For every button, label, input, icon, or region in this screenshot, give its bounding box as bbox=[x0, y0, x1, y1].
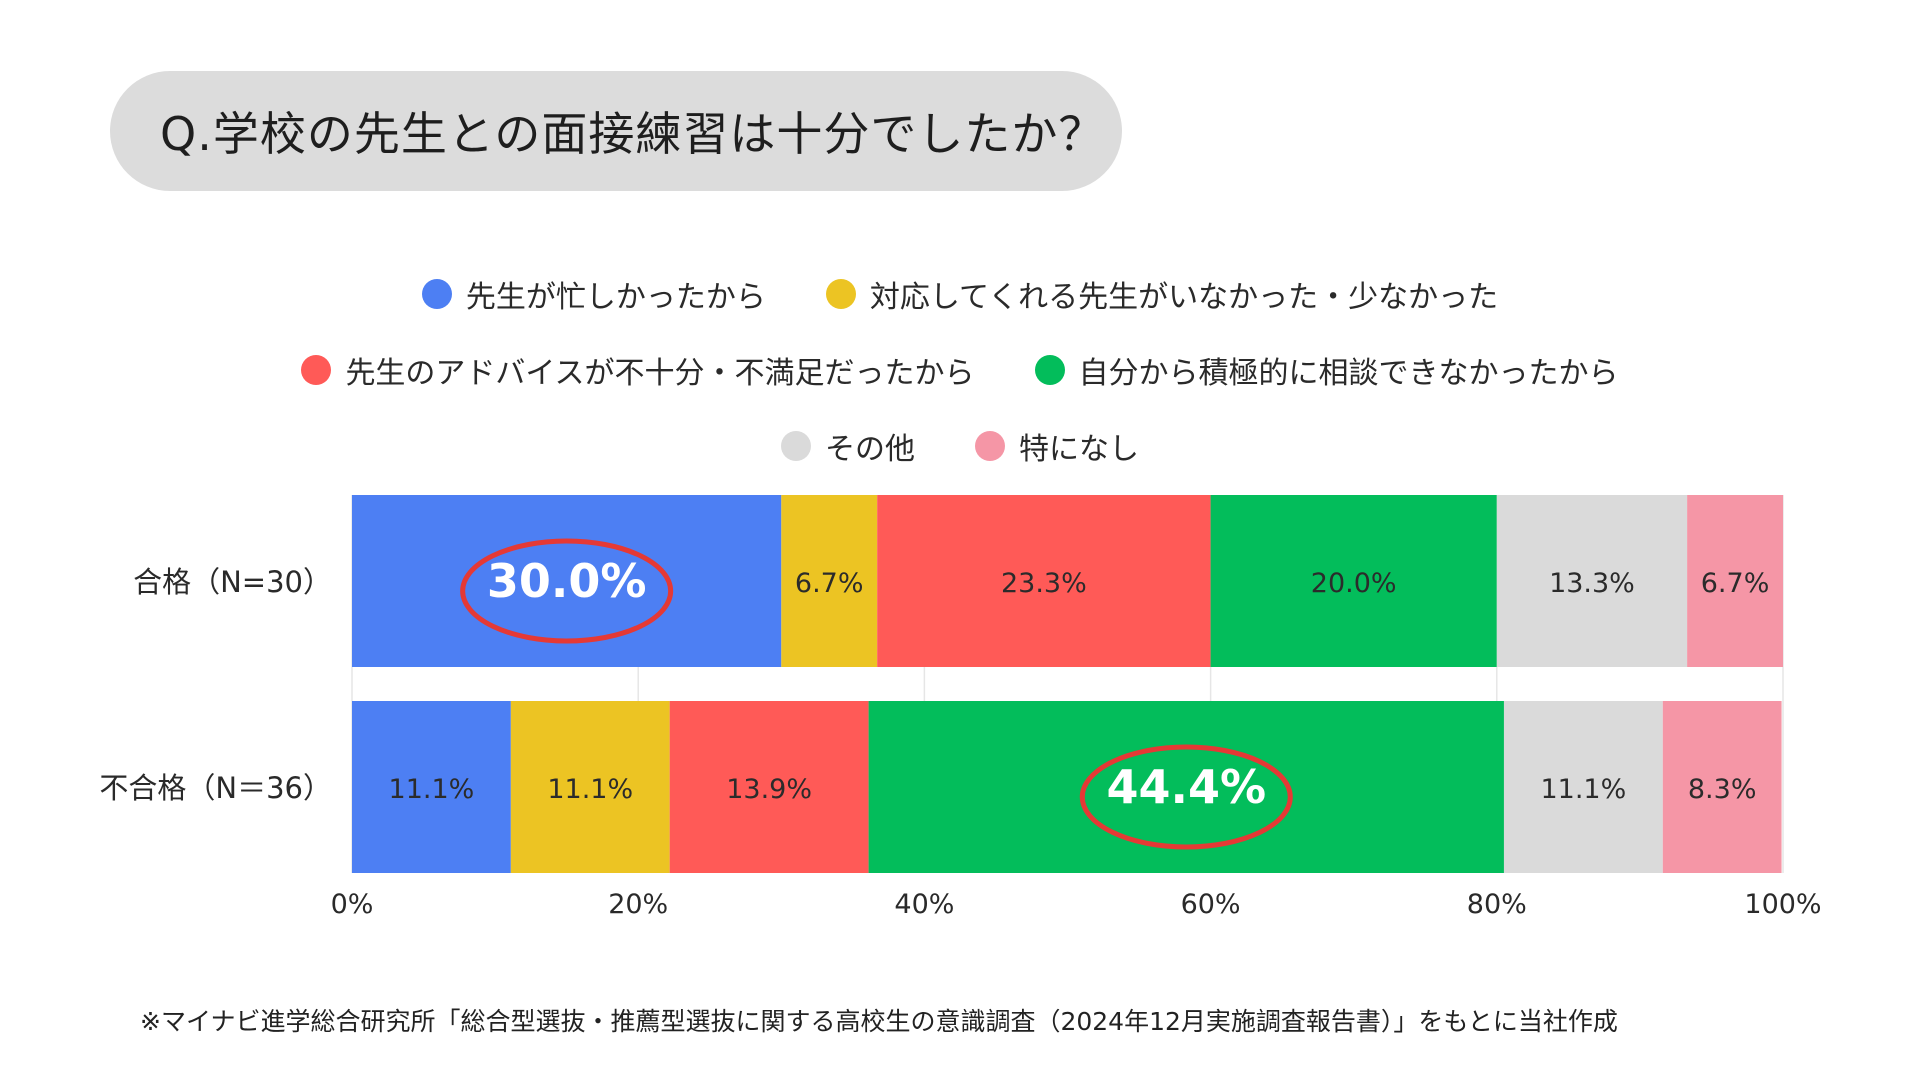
legend-item: 特になし bbox=[975, 424, 1139, 468]
bar-segment bbox=[1210, 495, 1497, 667]
data-label: 11.1% bbox=[547, 774, 633, 805]
data-label: 13.9% bbox=[726, 774, 812, 805]
bar-segment bbox=[781, 495, 878, 667]
category-label: 合格（N=30） bbox=[133, 565, 332, 599]
legend-label: 先生のアドバイスが不十分・不満足だったから bbox=[345, 356, 975, 391]
x-tick-label: 80% bbox=[1467, 889, 1527, 920]
category-label: 不合格（N＝36） bbox=[99, 771, 332, 805]
bar-segment bbox=[510, 701, 670, 873]
legend-swatch bbox=[1034, 355, 1065, 385]
legend-label: 特になし bbox=[1019, 432, 1139, 467]
legend-item: その他 bbox=[781, 424, 915, 468]
bar-segment bbox=[352, 495, 782, 667]
source-footnote: ※マイナビ進学総合研究所「総合型選抜・推薦型選抜に関する高校生の意識調査（202… bbox=[140, 1007, 1618, 1036]
legend-row-3: その他 特になし bbox=[0, 424, 1920, 468]
legend-swatch bbox=[975, 431, 1005, 461]
legend-swatch bbox=[421, 279, 452, 309]
x-tick-label: 20% bbox=[608, 889, 668, 920]
legend-label: 対応してくれる先生がいなかった・少なかった bbox=[869, 280, 1499, 315]
x-tick-label: 40% bbox=[894, 889, 954, 920]
highlight-circle bbox=[460, 538, 674, 644]
bar-segment bbox=[1662, 701, 1782, 873]
data-label: 20.0% bbox=[1311, 568, 1397, 599]
bar-segment bbox=[877, 495, 1211, 667]
legend-row-1: 先生が忙しかったから 対応してくれる先生がいなかった・少なかった bbox=[0, 272, 1920, 316]
legend-swatch bbox=[781, 431, 811, 461]
data-label: 6.7% bbox=[1701, 568, 1770, 599]
data-label: 8.3% bbox=[1688, 774, 1757, 805]
data-label: 11.1% bbox=[1540, 774, 1626, 805]
question-title-box: Q.学校の先生との面接練習は十分でしたか？ bbox=[110, 71, 1122, 191]
legend-swatch bbox=[301, 355, 332, 385]
x-tick-label: 60% bbox=[1181, 889, 1241, 920]
x-tick-label: 0% bbox=[331, 889, 374, 920]
bar-segment bbox=[1503, 701, 1663, 873]
legend-item: 先生のアドバイスが不十分・不満足だったから bbox=[301, 348, 975, 392]
question-title: Q.学校の先生との面接練習は十分でしたか？ bbox=[160, 107, 1106, 161]
legend-label: 先生が忙しかったから bbox=[465, 280, 766, 315]
bar-segment bbox=[1496, 495, 1688, 667]
data-label: 44.4% bbox=[1106, 760, 1266, 814]
legend-item: 自分から積極的に相談できなかったから bbox=[1034, 348, 1619, 392]
data-label: 23.3% bbox=[1001, 568, 1087, 599]
legend-label: その他 bbox=[825, 432, 915, 467]
legend-swatch bbox=[825, 279, 856, 309]
legend-row-2: 先生のアドバイスが不十分・不満足だったから 自分から積極的に相談できなかったから bbox=[0, 348, 1920, 392]
stacked-bar-chart: 30.0% 6.7% 23.3% 20.0% 13.3% 6.7% 合格（N=30） 11.1… bbox=[99, 495, 1822, 920]
bar-segment bbox=[1687, 495, 1783, 667]
data-label: 6.7% bbox=[795, 568, 864, 599]
legend-item: 対応してくれる先生がいなかった・少なかった bbox=[825, 272, 1499, 316]
bar-segment bbox=[352, 701, 511, 873]
data-label: 13.3% bbox=[1549, 568, 1635, 599]
data-label: 30.0% bbox=[487, 554, 647, 608]
legend-label: 自分から積極的に相談できなかったから bbox=[1078, 356, 1619, 391]
highlight-circle bbox=[1079, 744, 1293, 850]
bar-segment bbox=[669, 701, 869, 873]
x-tick-label: 100% bbox=[1744, 889, 1821, 920]
legend-item: 先生が忙しかったから bbox=[421, 272, 766, 316]
data-label: 11.1% bbox=[389, 774, 475, 805]
bar-segment bbox=[868, 701, 1504, 873]
